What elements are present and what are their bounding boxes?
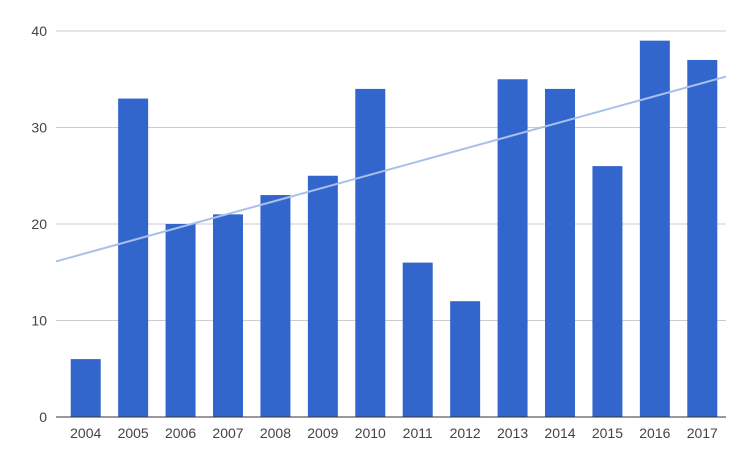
y-axis-tick-labels: 0 10 20 30 40 <box>31 23 47 425</box>
y-tick-label: 20 <box>31 216 47 232</box>
bar <box>402 262 433 417</box>
x-axis-tick-labels: 2004 2005 2006 2007 2008 2009 2010 2011 2012 2013… <box>70 425 718 441</box>
trendline-line <box>55 75 727 263</box>
y-tick-label: 0 <box>39 409 47 425</box>
bar <box>450 301 481 417</box>
bar <box>260 195 291 417</box>
bar <box>307 175 338 417</box>
bar <box>592 166 623 417</box>
x-tick-label: 2009 <box>307 425 338 441</box>
bars <box>70 40 718 418</box>
x-tick-label: 2016 <box>639 425 670 441</box>
x-tick-label: 2004 <box>70 425 101 441</box>
bar <box>355 88 386 418</box>
bar <box>639 40 670 418</box>
bar <box>497 79 528 417</box>
x-tick-label: 2006 <box>165 425 196 441</box>
y-tick-label: 10 <box>31 313 47 329</box>
x-tick-label: 2015 <box>592 425 623 441</box>
y-tick-label: 40 <box>31 23 47 39</box>
x-tick-label: 2005 <box>118 425 149 441</box>
bar <box>70 359 101 417</box>
trendline <box>55 75 727 263</box>
x-tick-label: 2014 <box>544 425 575 441</box>
x-tick-label: 2017 <box>687 425 718 441</box>
x-tick-label: 2007 <box>212 425 243 441</box>
x-tick-label: 2011 <box>403 425 433 441</box>
bar <box>118 98 149 418</box>
bar <box>687 59 718 417</box>
x-tick-label: 2012 <box>450 425 481 441</box>
x-tick-label: 2010 <box>355 425 386 441</box>
bar <box>165 224 196 417</box>
x-tick-label: 2013 <box>497 425 528 441</box>
x-tick-label: 2008 <box>260 425 291 441</box>
bar <box>545 88 575 418</box>
y-gridlines <box>56 30 726 321</box>
y-tick-label: 30 <box>31 120 47 136</box>
bar <box>213 214 243 417</box>
